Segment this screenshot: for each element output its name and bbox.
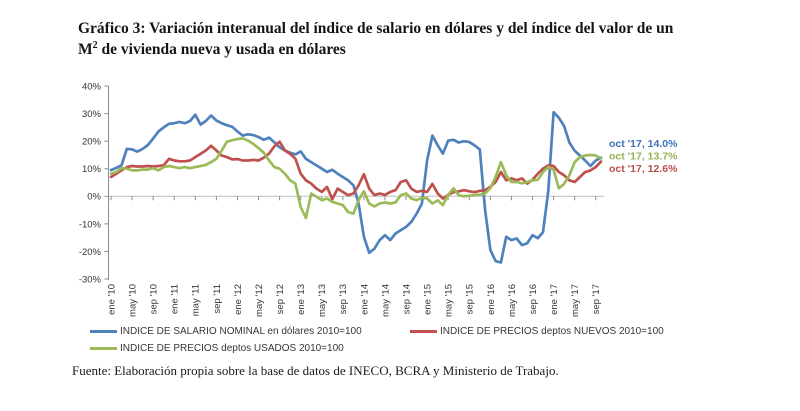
x-tick-label: ene '15 bbox=[423, 284, 434, 315]
x-tick-label: sep '17 bbox=[591, 284, 602, 314]
end-labels: oct '17, 14.0%oct '17, 13.7%oct '17, 12.… bbox=[609, 138, 678, 175]
end-label-precios-usados: oct '17, 13.7% bbox=[609, 151, 678, 163]
series-line-precios-usados bbox=[109, 137, 603, 220]
series-line-precios-nuevos bbox=[109, 140, 603, 201]
x-tick-label: may '17 bbox=[570, 284, 581, 317]
x-tick-label: may '13 bbox=[317, 284, 328, 317]
chart-title-line2-rest: de vivienda nueva y usada en dólares bbox=[97, 41, 346, 58]
legend-label-precios-nuevos: INDICE DE PRECIOS deptos NUEVOS 2010=100 bbox=[440, 326, 664, 337]
y-tick-label: -30% bbox=[79, 274, 102, 285]
chart-title-superscript: 2 bbox=[92, 39, 98, 51]
series-lines bbox=[109, 110, 603, 264]
legend-marker-salario-nominal bbox=[90, 330, 117, 333]
legend-item-precios-nuevos: INDICE DE PRECIOS deptos NUEVOS 2010=100 bbox=[410, 326, 664, 337]
x-tick-label: sep '10 bbox=[149, 284, 160, 314]
legend-item-salario-nominal: INDICE DE SALARIO NOMINAL en dólares 201… bbox=[90, 326, 362, 337]
x-tick-label: may '12 bbox=[254, 284, 265, 317]
source-note: Fuente: Elaboración propia sobre la base… bbox=[72, 363, 559, 378]
x-tick-label: sep '11 bbox=[212, 284, 223, 314]
y-tick-label: 10% bbox=[82, 164, 102, 175]
x-tick-label: may '14 bbox=[380, 284, 391, 317]
x-tick-label: may '16 bbox=[507, 284, 518, 317]
end-label-salario-nominal: oct '17, 14.0% bbox=[609, 138, 678, 150]
x-tick-label: sep '14 bbox=[401, 284, 412, 314]
legend-marker-precios-nuevos bbox=[410, 330, 437, 333]
legend-item-precios-usados: INDICE DE PRECIOS deptos USADOS 2010=100 bbox=[90, 343, 344, 354]
x-tick-label: may '15 bbox=[444, 284, 455, 317]
y-tick-label: 0% bbox=[87, 192, 101, 203]
x-tick-label: ene '17 bbox=[549, 284, 560, 315]
x-tick-label: sep '13 bbox=[338, 284, 349, 314]
x-tick-label: ene '12 bbox=[233, 284, 244, 315]
axes: 40% 30% 20% 10% 0% -10% -20% -30% ene '10 may '10… bbox=[79, 81, 604, 317]
y-tick-label: -20% bbox=[79, 247, 102, 258]
series-line-salario-nominal bbox=[109, 110, 603, 264]
x-tick-label: may '10 bbox=[127, 284, 138, 317]
x-tick-label: ene '13 bbox=[296, 284, 307, 315]
x-tick-label: ene '16 bbox=[486, 284, 497, 315]
y-tick-label: 40% bbox=[82, 81, 102, 92]
x-tick-label: may '11 bbox=[191, 284, 202, 316]
x-tick-label: sep '15 bbox=[465, 284, 476, 314]
x-tick-label: sep '12 bbox=[275, 284, 286, 314]
y-tick-label: 30% bbox=[82, 109, 102, 120]
legend-marker-precios-usados bbox=[90, 347, 117, 350]
chart-title: Gráfico 3: Variación interanual del índi… bbox=[78, 18, 754, 60]
chart-title-line1: Gráfico 3: Variación interanual del índi… bbox=[78, 20, 674, 37]
end-label-precios-nuevos: oct '17, 12.6% bbox=[609, 163, 678, 175]
x-tick-label: ene '11 bbox=[170, 284, 181, 314]
y-tick-label: 20% bbox=[82, 137, 102, 148]
x-tick-label: ene '10 bbox=[106, 284, 117, 315]
x-tick-label: ene '14 bbox=[359, 284, 370, 315]
y-tick-label: -10% bbox=[79, 219, 102, 230]
legend-label-precios-usados: INDICE DE PRECIOS deptos USADOS 2010=100 bbox=[120, 343, 344, 354]
chart-title-line2: M bbox=[78, 41, 93, 58]
legend-label-salario-nominal: INDICE DE SALARIO NOMINAL en dólares 201… bbox=[120, 326, 362, 337]
x-tick-label: sep '16 bbox=[528, 284, 539, 314]
